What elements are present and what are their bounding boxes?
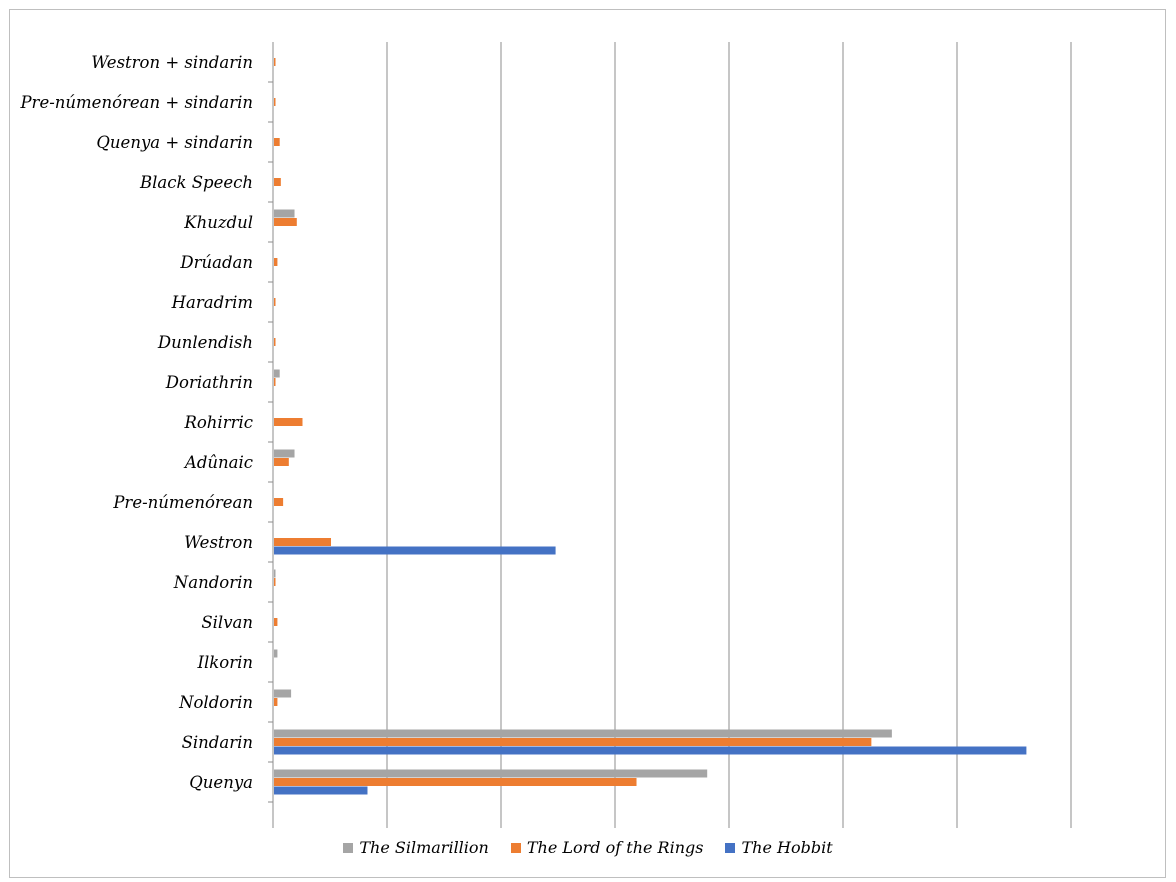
category-label: Khuzdul (183, 213, 253, 232)
bar (274, 729, 892, 738)
bar (274, 378, 276, 386)
bar (274, 538, 331, 546)
bar (274, 298, 276, 306)
category-label: Doriathrin (165, 373, 253, 392)
legend-item-silmarillion: The Silmarillion (343, 838, 489, 857)
category-label: Sindarin (182, 733, 253, 752)
bar (274, 746, 1027, 755)
legend-label-silmarillion: The Silmarillion (359, 838, 489, 857)
category-label: Pre-númenórean (112, 493, 253, 512)
category-label: Quenya + sindarin (96, 133, 253, 152)
bar (274, 218, 297, 226)
category-label: Silvan (201, 613, 253, 632)
bar (274, 418, 303, 426)
legend-item-lotr: The Lord of the Rings (510, 838, 704, 857)
bar (274, 649, 278, 658)
bar-chart: Quenya Sindarin Noldorin Ilkorin Silvan Nando… (19, 42, 1072, 828)
bar (274, 369, 280, 378)
legend-swatch-lotr (510, 842, 521, 853)
bar (274, 769, 708, 778)
category-label: Quenya (189, 773, 253, 792)
category-label: Westron + sindarin (91, 53, 253, 72)
bar (274, 458, 289, 466)
legend-item-hobbit: The Hobbit (725, 838, 833, 857)
category-label: Black Speech (139, 173, 253, 192)
category-label: Pre-númenórean + sindarin (19, 93, 253, 112)
bar (274, 618, 278, 626)
legend-label-lotr: The Lord of the Rings (526, 838, 704, 857)
bar (274, 569, 276, 578)
chart-legend: The Silmarillion The Lord of the Rings T… (0, 838, 1176, 857)
legend-swatch-hobbit (725, 842, 736, 853)
legend-label-hobbit: The Hobbit (741, 838, 833, 857)
category-label: Dunlendish (157, 333, 253, 352)
bar (274, 778, 637, 786)
category-label: Rohirric (183, 413, 253, 432)
legend-swatch-silmarillion (343, 842, 354, 853)
category-label: Ilkorin (196, 653, 253, 672)
bar (274, 449, 295, 458)
bar (274, 738, 872, 746)
bar (274, 786, 368, 795)
bar (274, 209, 295, 218)
bar (274, 578, 276, 586)
bar (274, 138, 280, 146)
category-label: Drúadan (179, 253, 253, 272)
bar (274, 498, 284, 506)
bar (274, 689, 292, 698)
category-label: Nandorin (173, 573, 253, 592)
bar (274, 698, 278, 706)
category-label: Haradrim (171, 293, 253, 312)
bar (274, 58, 276, 66)
bar (274, 546, 556, 555)
category-label: Noldorin (178, 693, 253, 712)
bar (274, 178, 281, 186)
bar (274, 98, 276, 106)
bar (274, 338, 276, 346)
category-label: Adûnaic (183, 453, 253, 472)
category-label: Westron (184, 533, 253, 552)
bar (274, 258, 278, 266)
